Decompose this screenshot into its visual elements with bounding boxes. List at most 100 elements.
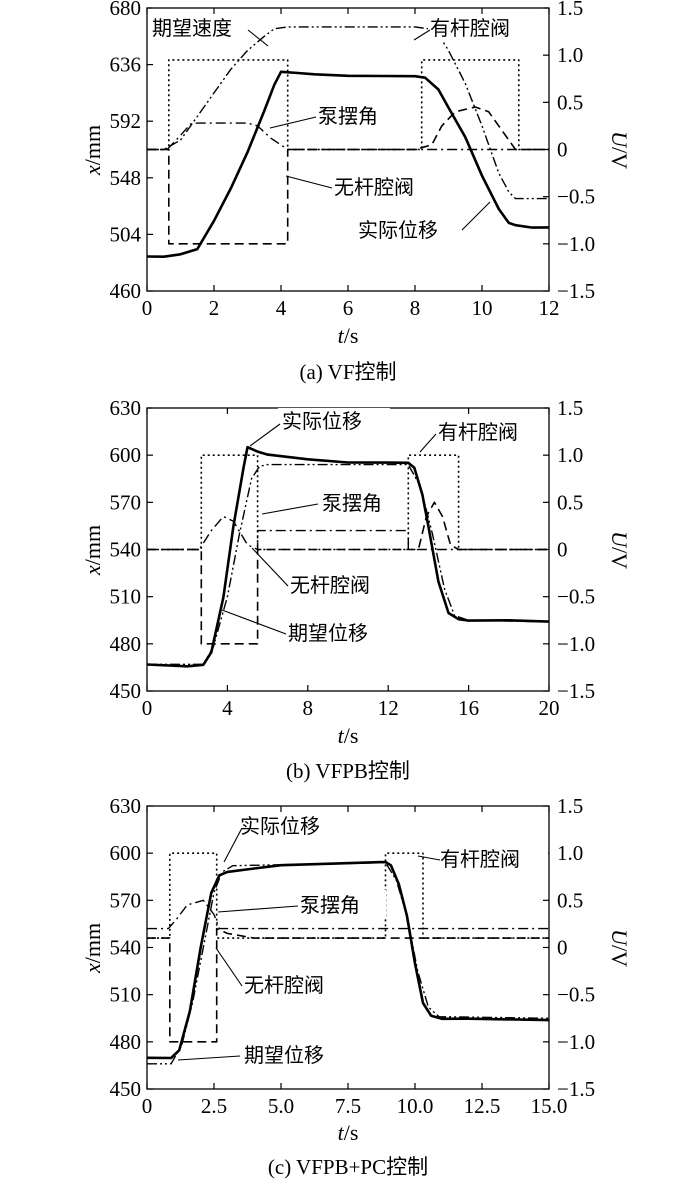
annotation-actual-disp-c: 实际位移 bbox=[240, 814, 320, 838]
y2-tick-label: 1.5 bbox=[557, 396, 583, 420]
x-tick-label: 12.5 bbox=[464, 1094, 501, 1118]
caption-b: (b) VFPB控制 bbox=[286, 759, 410, 783]
y2-tick-label: −1.0 bbox=[557, 632, 595, 656]
annotation-rodless-valve-a: 无杆腔阀 bbox=[334, 175, 414, 199]
y2-tick-label: 1.0 bbox=[557, 841, 583, 865]
x-tick-label: 10.0 bbox=[397, 1094, 434, 1118]
x-tick-label: 0 bbox=[142, 1094, 153, 1118]
series-line-c-3 bbox=[147, 927, 549, 1043]
y-tick-label: 600 bbox=[110, 841, 142, 865]
y-tick-label: 600 bbox=[110, 443, 142, 467]
x-tick-label: 0 bbox=[142, 296, 153, 320]
series-line-c-0 bbox=[146, 860, 550, 1060]
series-line-b-1 bbox=[147, 463, 550, 665]
x-tick-label: 15.0 bbox=[531, 1094, 568, 1118]
xlabel-b: t/s bbox=[338, 723, 359, 748]
x-tick-label: 10 bbox=[472, 296, 493, 320]
annotation-desired-disp-b: 期望位移 bbox=[288, 621, 368, 645]
x-tick-label: 2 bbox=[209, 296, 220, 320]
leader-lines-b bbox=[221, 423, 437, 635]
ylabel-b: x/mm bbox=[80, 525, 105, 576]
y2-tick-label: −1.5 bbox=[557, 279, 595, 303]
annotation-rodless-valve-b: 无杆腔阀 bbox=[290, 573, 370, 597]
y-tick-label: 450 bbox=[110, 679, 142, 703]
panel-c: 0 2.5 5.0 7.5 10.0 12.5 15.0 450 480 510 540 570 600… bbox=[80, 794, 632, 1179]
series-line-a-4 bbox=[147, 122, 549, 151]
y-tick-label: 540 bbox=[110, 936, 142, 960]
caption-c: (c) VFPB+PC控制 bbox=[268, 1155, 428, 1179]
x-tick-label: 8 bbox=[410, 296, 421, 320]
y-tick-label: 450 bbox=[110, 1077, 142, 1101]
y2-tick-label: 0.5 bbox=[557, 490, 583, 514]
x-tick-label: 7.5 bbox=[335, 1094, 361, 1118]
x-tick-label: 0 bbox=[142, 696, 153, 720]
y2-tick-label: 0 bbox=[557, 936, 568, 960]
annotation-pump-angle-b: 泵摆角 bbox=[322, 491, 382, 515]
ticks-a: 0 2 4 6 8 10 12 460 504 548 592 636 680 1.5 1.0 0.5 0 −0.… bbox=[110, 0, 596, 320]
y2-tick-label: −0.5 bbox=[557, 185, 595, 209]
y-tick-label: 480 bbox=[110, 632, 142, 656]
series-line-b-2 bbox=[147, 454, 549, 551]
panel-b: 0 4 8 12 16 20 450 480 510 540 570 600 630 1.5 1.0 0.5 0… bbox=[80, 396, 632, 783]
y2-tick-label: −1.5 bbox=[557, 679, 595, 703]
x-tick-label: 5.0 bbox=[268, 1094, 294, 1118]
series-line-c-1 bbox=[147, 861, 550, 1065]
leader-lines-c bbox=[177, 827, 441, 1061]
ticks-b: 0 4 8 12 16 20 450 480 510 540 570 600 630 1.5 1.0 0.5 0… bbox=[110, 396, 596, 720]
series-line-c-2 bbox=[147, 852, 549, 939]
annotation-bg bbox=[436, 418, 546, 446]
y-tick-label: 630 bbox=[110, 794, 142, 818]
series-line-a-0 bbox=[146, 70, 550, 259]
annotation-bg bbox=[278, 408, 390, 436]
annotation-rod-valve-a: 有杆腔阀 bbox=[430, 16, 510, 40]
leader-lines-a bbox=[247, 29, 491, 231]
x-tick-label: 4 bbox=[222, 696, 233, 720]
y-tick-label: 680 bbox=[110, 0, 142, 20]
y2-tick-label: 0.5 bbox=[557, 90, 583, 114]
annotation-bg bbox=[236, 812, 366, 840]
annotation-desired-speed-a: 期望速度 bbox=[152, 16, 232, 40]
annotation-bg bbox=[356, 216, 464, 244]
y2-tick-label: −1.0 bbox=[557, 1030, 595, 1054]
ticks-c: 0 2.5 5.0 7.5 10.0 12.5 15.0 450 480 510 540 570 600… bbox=[110, 794, 596, 1118]
y-tick-label: 570 bbox=[110, 888, 142, 912]
annotation-bg bbox=[296, 890, 386, 918]
annotation-bg bbox=[240, 970, 358, 998]
annotation-bg bbox=[318, 490, 398, 518]
y-tick-label: 570 bbox=[110, 490, 142, 514]
y2-tick-label: −1.0 bbox=[557, 232, 595, 256]
ylabel-c: x/mm bbox=[80, 923, 105, 974]
x-tick-label: 4 bbox=[276, 296, 287, 320]
y-tick-label: 480 bbox=[110, 1030, 142, 1054]
y2label-a: U/V bbox=[607, 131, 632, 169]
y2label-b: U/V bbox=[607, 531, 632, 569]
y2label-c: U/V bbox=[607, 929, 632, 967]
annotation-rodless-valve-c: 无杆腔阀 bbox=[244, 973, 324, 997]
y-tick-label: 548 bbox=[110, 166, 142, 190]
xlabel-c: t/s bbox=[338, 1120, 359, 1145]
x-tick-label: 12 bbox=[378, 696, 399, 720]
panel-a: 0 2 4 6 8 10 12 460 504 548 592 636 680 1.5 1.0 0.5 0 −0.… bbox=[80, 0, 632, 384]
annotation-bg bbox=[150, 14, 250, 42]
y-tick-label: 636 bbox=[110, 53, 142, 77]
annotation-actual-disp-b: 实际位移 bbox=[282, 409, 362, 433]
plot-area-a bbox=[146, 26, 550, 259]
series-line-b-3 bbox=[147, 501, 549, 645]
y2-tick-label: 0 bbox=[557, 138, 568, 162]
y-tick-label: 510 bbox=[110, 585, 142, 609]
y-tick-label: 540 bbox=[110, 538, 142, 562]
y2-tick-label: 1.5 bbox=[557, 0, 583, 20]
y-tick-label: 504 bbox=[110, 222, 142, 246]
y-tick-label: 630 bbox=[110, 396, 142, 420]
y-tick-label: 592 bbox=[110, 109, 142, 133]
x-tick-label: 16 bbox=[458, 696, 479, 720]
plot-area-b bbox=[146, 445, 550, 668]
annotation-desired-disp-c: 期望位移 bbox=[244, 1043, 324, 1067]
caption-a: (a) VF控制 bbox=[299, 360, 396, 384]
series-line-b-0 bbox=[146, 445, 550, 668]
plot-area-c bbox=[146, 852, 550, 1065]
y2-tick-label: −0.5 bbox=[557, 585, 595, 609]
y2-tick-label: 1.0 bbox=[557, 443, 583, 467]
x-tick-label: 12 bbox=[539, 296, 560, 320]
